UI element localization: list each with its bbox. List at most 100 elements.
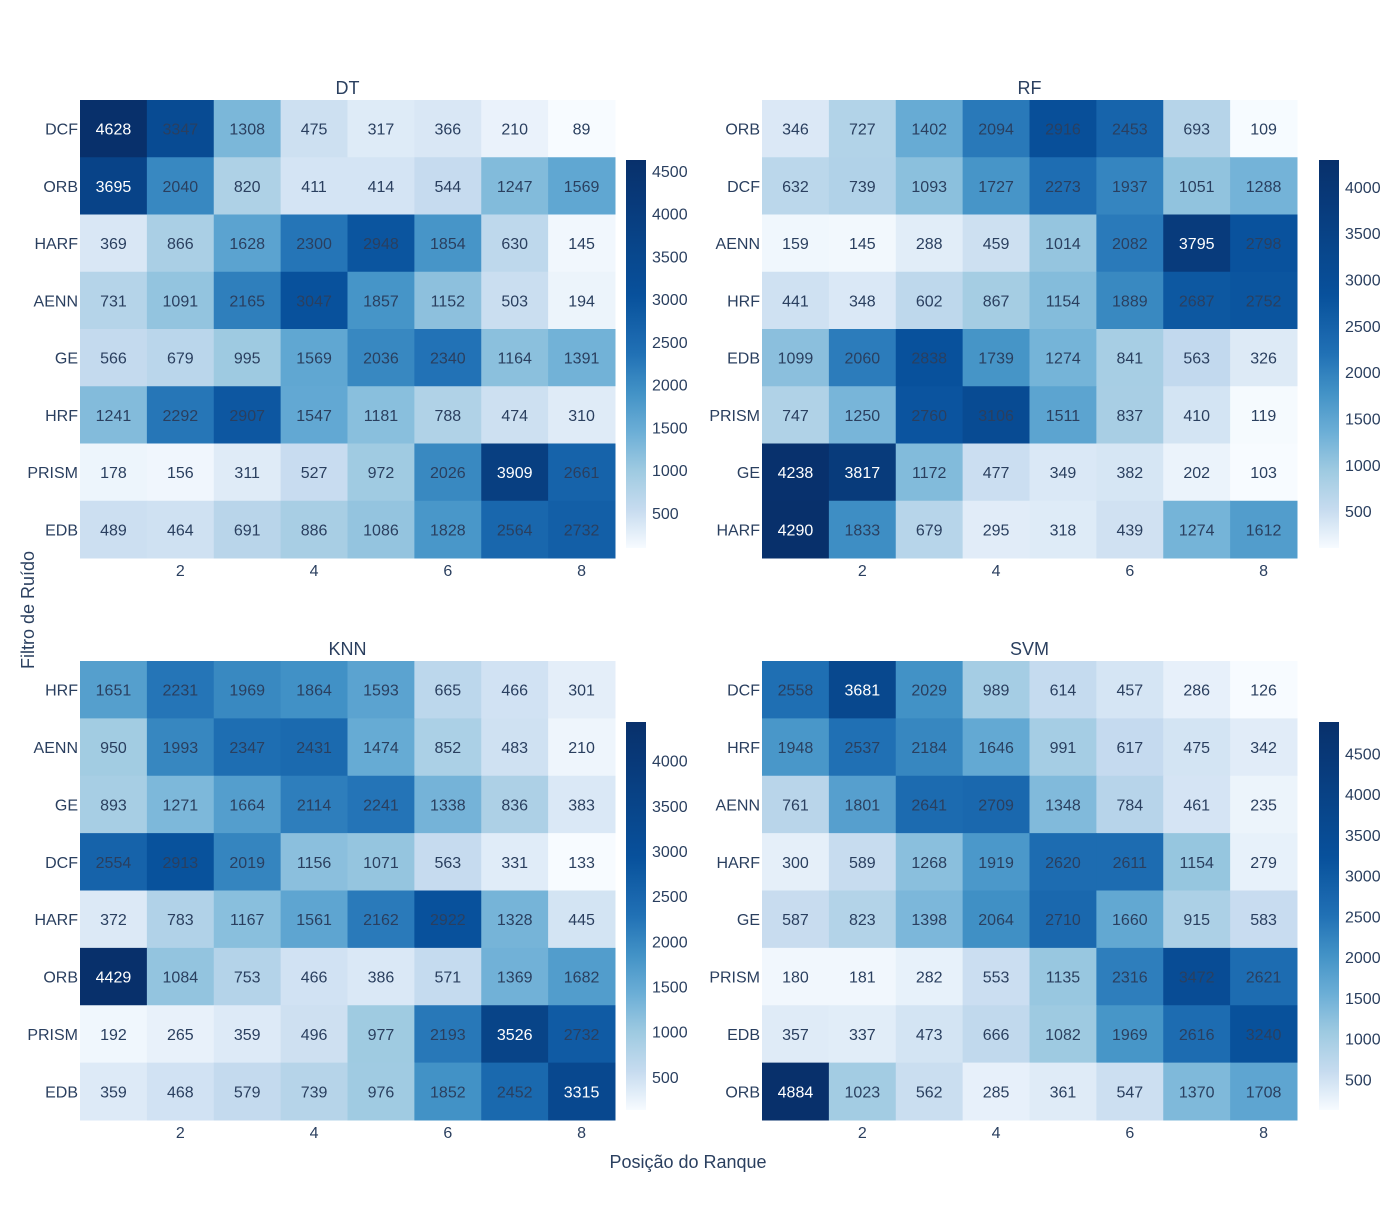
cell-value-label: 2554 [96,855,132,872]
cell-value-label: 1402 [911,122,947,139]
cell-value-label: 4628 [96,122,132,139]
heatmap-cell [1029,329,1097,387]
heatmap-cell [481,890,549,949]
cell-value-label: 1682 [564,970,600,987]
heatmap-cell [548,100,616,158]
cell-value-label: 357 [782,1027,809,1044]
heatmap-cell [895,661,964,719]
cell-value-label: 126 [1250,683,1277,700]
heatmap-cell [347,775,415,834]
colorbar: 500 1000 1500 2000 2500 3000 3500 4000 4500 [626,160,688,548]
heatmap-cell [280,157,348,215]
cell-value-label: 693 [1183,122,1210,139]
cell-value-label: 527 [301,465,328,482]
heatmap-cell [213,718,282,777]
heatmap-cell [828,100,897,158]
heatmap-cell [146,1062,215,1121]
cell-value-label: 466 [501,683,528,700]
heatmap-cell [828,329,897,387]
cell-value-label: 1164 [497,351,532,368]
y-tick-label: HRF [727,740,760,757]
heatmap-cell [347,214,415,273]
cell-value-label: 995 [234,351,261,368]
heatmap-cell [1230,661,1298,719]
cell-value-label: 300 [782,855,809,872]
colorbar-tick-label: 2000 [652,378,688,395]
x-tick-label: 8 [1259,563,1268,580]
heatmap-cell [1163,157,1231,215]
heatmap-cell [895,775,964,834]
heatmap-cell [80,775,148,834]
heatmap-cell [828,157,897,215]
heatmap-cell [828,1005,897,1064]
heatmap-cell [762,214,830,273]
heatmap-cell [1230,386,1298,444]
y-tick-label: GE [737,912,760,929]
heatmap-cell [548,329,616,387]
cell-value-label: 589 [849,855,876,872]
heatmap-cell [1230,157,1298,215]
heatmap-cell [895,329,964,387]
heatmap-cell [1029,386,1097,444]
heatmap-cell [1029,718,1097,777]
cell-value-label: 3472 [1179,970,1215,987]
cell-value-label: 2616 [1179,1027,1215,1044]
cell-value-label: 439 [1116,522,1143,539]
heatmap-cell [1230,100,1298,158]
heatmap-cell [213,890,282,949]
heatmap-cell [1029,661,1097,719]
colorbar-tick-label: 1500 [652,980,688,997]
heatmap-cell [80,500,148,559]
cell-value-label: 563 [1183,351,1210,368]
cell-value-label: 2907 [229,408,265,425]
cell-value-label: 3909 [497,465,533,482]
heatmap-cell [1230,718,1298,777]
cell-value-label: 1569 [564,179,600,196]
cell-value-label: 2760 [911,408,947,425]
heatmap-cell [347,661,415,719]
heatmap-cell [962,386,1030,444]
cell-value-label: 1937 [1112,179,1148,196]
cell-value-label: 587 [782,912,809,929]
heatmap-cell [146,100,215,158]
heatmap-cell [962,1062,1030,1121]
colorbar-tick-label: 4000 [1345,787,1381,804]
x-tick-label: 6 [443,563,452,580]
heatmap-cell [828,661,897,719]
y-tick-label: GE [55,797,78,814]
cell-value-label: 285 [983,1084,1010,1101]
heatmap-cell [828,718,897,777]
heatmap-cell [828,443,897,502]
heatmap-cell [1230,500,1298,559]
cell-value-label: 1181 [364,408,399,425]
heatmap-cell [146,271,215,330]
cell-value-label: 2114 [297,797,332,814]
cell-value-label: 318 [1050,522,1077,539]
cell-value-label: 145 [849,236,876,253]
cell-value-label: 666 [983,1027,1010,1044]
cell-value-label: 2040 [163,179,199,196]
colorbar-gradient [1319,722,1339,1110]
heatmap-cell [414,947,482,1006]
heatmap-cell [146,329,215,387]
heatmap-cell [1230,947,1298,1006]
heatmap-cell [213,214,282,273]
heatmap-cell [414,157,482,215]
cell-value-label: 331 [501,855,528,872]
y-tick-label: PRISM [27,465,78,482]
heatmap-cell [347,271,415,330]
y-tick-label: AENN [34,293,78,310]
cell-value-label: 2621 [1246,970,1282,987]
cell-value-label: 1328 [497,912,533,929]
cell-value-label: 2558 [778,683,814,700]
colorbar-tick-label: 3000 [1345,869,1381,886]
y-tick-label: DCF [727,179,760,196]
cell-value-label: 2094 [978,122,1014,139]
colorbar-tick-label: 1500 [1345,991,1381,1008]
heatmap-cell [1096,775,1164,834]
y-tick-label: DCF [727,683,760,700]
heatmap-cell [347,947,415,1006]
heatmap-cell [1230,214,1298,273]
cell-value-label: 3681 [845,683,881,700]
heatmap-cell [1230,833,1298,891]
